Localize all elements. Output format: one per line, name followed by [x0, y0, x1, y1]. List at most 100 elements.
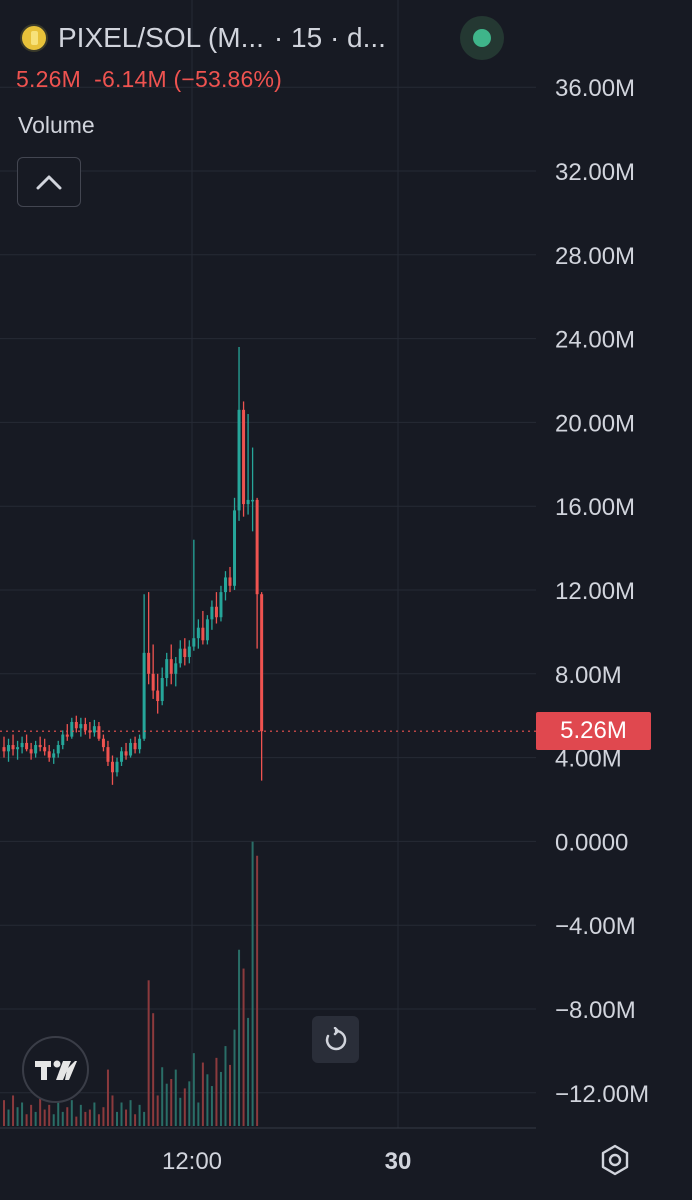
candle-body [165, 659, 169, 678]
y-tick-label: 32.00M [555, 159, 635, 186]
candle-body [25, 742, 29, 750]
y-tick-label: −8.00M [555, 997, 636, 1024]
volume-bar [30, 1104, 33, 1126]
candle-body [29, 749, 33, 754]
volume-bar [215, 1057, 218, 1126]
candle-body [174, 663, 178, 674]
volume-bar [16, 1107, 19, 1126]
volume-bar [102, 1107, 105, 1126]
candle-body [7, 745, 11, 752]
candle-body [255, 499, 259, 595]
candle-body [169, 659, 173, 674]
volume-bar [147, 980, 150, 1126]
volume-bar [88, 1109, 91, 1126]
candle-body [251, 499, 255, 502]
volume-bar [34, 1111, 37, 1126]
volume-bar [206, 1074, 209, 1126]
candle-body [228, 577, 232, 586]
volume-bar [233, 1029, 236, 1126]
chart-header[interactable]: PIXEL/SOL (M... · 15 · d... [20, 18, 386, 58]
volume-bar [143, 1111, 146, 1126]
candle-body [92, 726, 96, 733]
volume-bar [174, 1069, 177, 1126]
volume-bar [179, 1097, 182, 1126]
candle-body [106, 747, 110, 762]
volume-bar [106, 1069, 109, 1126]
candle-body [101, 738, 105, 748]
candle-body [65, 734, 69, 737]
candle-body [20, 742, 24, 748]
candle-body [214, 606, 218, 618]
y-tick-label: 0.0000 [555, 829, 628, 856]
symbol-label[interactable]: PIXEL/SOL (M... [58, 22, 264, 53]
candle-body [79, 724, 83, 729]
candle-body [110, 761, 114, 773]
tradingview-logo-icon[interactable] [22, 1036, 89, 1103]
volume-bar [161, 1067, 164, 1126]
volume-bar [197, 1102, 200, 1126]
volume-bar [70, 1100, 73, 1126]
price-axis: 36.00M 32.00M 28.00M 24.00M 20.00M 16.00M 12.0… [555, 75, 649, 1108]
candle-body [237, 409, 241, 511]
collapse-button[interactable] [17, 157, 81, 207]
price-change: 5.26M -6.14M (−53.86%) [16, 66, 283, 92]
candle-body [178, 648, 182, 664]
chevron-up-icon [36, 175, 62, 190]
y-tick-label: 4.00M [555, 746, 622, 773]
volume-bar [129, 1100, 132, 1126]
candle-body [196, 627, 200, 639]
volume-bar [21, 1102, 24, 1126]
volume-bar [61, 1111, 64, 1126]
volume-bar [66, 1107, 69, 1126]
volume-bar [111, 1095, 114, 1126]
volume-bar [3, 1100, 5, 1126]
y-tick-label: 28.00M [555, 243, 635, 270]
volume-bar [251, 841, 254, 1126]
candle-body [56, 745, 60, 754]
volume-bar [201, 1062, 204, 1126]
volume-bar [165, 1083, 168, 1126]
candle-body [142, 652, 146, 739]
volume-bar [116, 1111, 118, 1126]
volume-bar [183, 1088, 186, 1126]
market-status-icon[interactable] [460, 16, 504, 60]
volume-bar [57, 1102, 60, 1126]
settings-gear-icon[interactable] [596, 1142, 634, 1178]
volume-label: Volume [18, 112, 95, 138]
candle-body [223, 577, 227, 593]
candle-body [61, 734, 65, 746]
volume-bar [93, 1102, 96, 1126]
volume-bar [48, 1104, 51, 1126]
volume-bar [134, 1114, 137, 1126]
volume-bar [39, 1097, 42, 1126]
volume-bar [247, 1017, 250, 1126]
volume-bar [138, 1104, 141, 1126]
y-tick-label: 20.00M [555, 410, 635, 437]
x-tick-label: 30 [385, 1148, 412, 1175]
time-axis: 12:00 30 [162, 1148, 411, 1175]
candle-body [34, 745, 38, 754]
candle-body [47, 751, 51, 758]
y-tick-label: 12.00M [555, 578, 635, 605]
volume-bars [3, 841, 259, 1126]
y-tick-label: −4.00M [555, 913, 636, 940]
y-tick-label: −12.00M [555, 1081, 649, 1108]
x-tick-label: 12:00 [162, 1148, 222, 1175]
y-tick-label: 16.00M [555, 494, 635, 521]
last-price-tag: 5.26M [536, 712, 651, 750]
volume-bar [79, 1104, 82, 1126]
candle-body [115, 761, 119, 773]
reset-chart-button[interactable] [312, 1016, 359, 1063]
candle-body [16, 747, 20, 750]
volume-bar [97, 1114, 100, 1126]
y-tick-label: 36.00M [555, 75, 635, 102]
volume-bar [170, 1079, 173, 1126]
candle-body [43, 747, 47, 752]
interval-label[interactable]: · 15 · d... [273, 22, 386, 53]
volume-bar [152, 1013, 155, 1126]
candle-body [205, 619, 209, 641]
candle-body [88, 730, 92, 733]
candle-body [192, 638, 196, 647]
volume-bar [125, 1109, 128, 1126]
